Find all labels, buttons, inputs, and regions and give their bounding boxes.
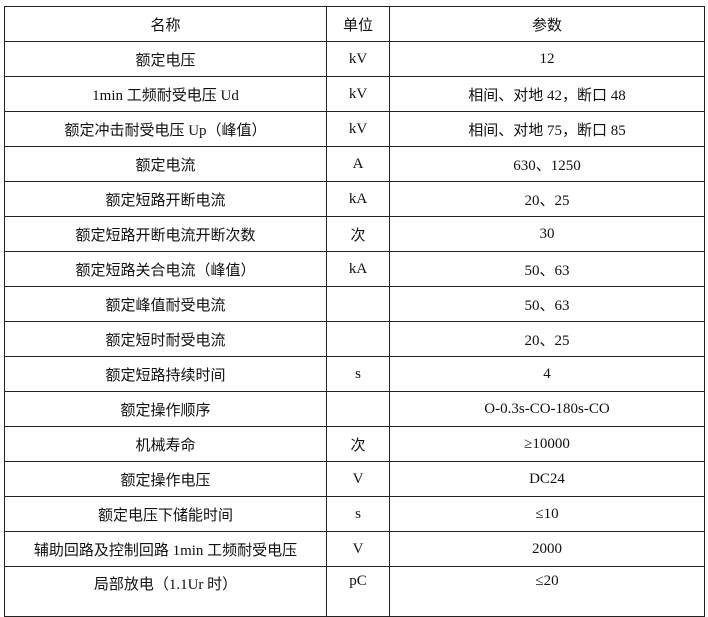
cell-name: 额定短路开断电流开断次数 — [4, 216, 327, 252]
cell-value: O-0.3s-CO-180s-CO — [389, 391, 705, 427]
cell-value: 50、63 — [389, 251, 705, 287]
cell-name: 额定短路开断电流 — [4, 181, 327, 217]
table-row: 额定电压下储能时间 s ≤10 — [4, 496, 705, 532]
cell-unit: A — [326, 146, 390, 182]
cell-name: 机械寿命 — [4, 426, 327, 462]
cell-name: 额定电流 — [4, 146, 327, 182]
table-header-row: 名称 单位 参数 — [4, 6, 705, 42]
cell-unit: V — [326, 461, 390, 497]
cell-value: ≥10000 — [389, 426, 705, 462]
table-row: 辅助回路及控制回路 1min 工频耐受电压 V 2000 — [4, 531, 705, 567]
table-row: 额定电压 kV 12 — [4, 41, 705, 77]
table-row: 额定短时耐受电流 20、25 — [4, 321, 705, 357]
cell-value: ≤20 — [389, 566, 705, 617]
table-row: 额定短路开断电流开断次数次 30 — [4, 216, 705, 252]
cell-name: 局部放电（1.1Ur 时） — [4, 566, 327, 617]
cell-name: 额定峰值耐受电流 — [4, 286, 327, 322]
table-row: 局部放电（1.1Ur 时） pC ≤20 — [4, 566, 705, 617]
table-row: 额定操作顺序 O-0.3s-CO-180s-CO — [4, 391, 705, 427]
parameters-table: 名称 单位 参数 额定电压 kV 12 1min 工频耐受电压 Ud kV 相间、对地 4… — [4, 6, 705, 617]
cell-name: 额定冲击耐受电压 Up（峰值） — [4, 111, 327, 147]
cell-value: 30 — [389, 216, 705, 252]
table-row: 额定峰值耐受电流 50、63 — [4, 286, 705, 322]
header-unit: 单位 — [326, 6, 390, 42]
cell-unit: pC — [326, 566, 390, 617]
cell-unit — [326, 391, 390, 427]
table-row: 额定短路关合电流（峰值） kA 50、63 — [4, 251, 705, 287]
cell-unit: kA — [326, 181, 390, 217]
header-value: 参数 — [389, 6, 705, 42]
cell-name: 额定操作电压 — [4, 461, 327, 497]
cell-value: 2000 — [389, 531, 705, 567]
table-row: 额定短路持续时间 s 4 — [4, 356, 705, 392]
cell-unit: s — [326, 356, 390, 392]
cell-name: 1min 工频耐受电压 Ud — [4, 76, 327, 112]
table-row: 额定冲击耐受电压 Up（峰值） kV 相间、对地 75，断口 85 — [4, 111, 705, 147]
cell-unit: kV — [326, 111, 390, 147]
cell-unit: 次 — [326, 426, 390, 462]
cell-value: 20、25 — [389, 181, 705, 217]
cell-value: 相间、对地 42，断口 48 — [389, 76, 705, 112]
cell-value: 20、25 — [389, 321, 705, 357]
cell-name: 额定操作顺序 — [4, 391, 327, 427]
cell-unit — [326, 321, 390, 357]
table-row: 机械寿命次 ≥10000 — [4, 426, 705, 462]
cell-unit: 次 — [326, 216, 390, 252]
cell-value: 12 — [389, 41, 705, 77]
table-row: 1min 工频耐受电压 Ud kV 相间、对地 42，断口 48 — [4, 76, 705, 112]
cell-unit: kA — [326, 251, 390, 287]
table-row: 额定电流 A 630、1250 — [4, 146, 705, 182]
cell-name: 额定短路关合电流（峰值） — [4, 251, 327, 287]
cell-unit: kV — [326, 41, 390, 77]
cell-value: 630、1250 — [389, 146, 705, 182]
cell-name: 额定电压下储能时间 — [4, 496, 327, 532]
cell-unit: V — [326, 531, 390, 567]
cell-value: 4 — [389, 356, 705, 392]
header-name: 名称 — [4, 6, 327, 42]
cell-value: 相间、对地 75，断口 85 — [389, 111, 705, 147]
table-row: 额定短路开断电流 kA 20、25 — [4, 181, 705, 217]
cell-name: 额定电压 — [4, 41, 327, 77]
cell-unit — [326, 286, 390, 322]
cell-unit: s — [326, 496, 390, 532]
cell-value: 50、63 — [389, 286, 705, 322]
table-row: 额定操作电压 V DC24 — [4, 461, 705, 497]
cell-unit: kV — [326, 76, 390, 112]
cell-value: DC24 — [389, 461, 705, 497]
cell-name: 额定短路持续时间 — [4, 356, 327, 392]
cell-name: 辅助回路及控制回路 1min 工频耐受电压 — [4, 531, 327, 567]
cell-value: ≤10 — [389, 496, 705, 532]
cell-name: 额定短时耐受电流 — [4, 321, 327, 357]
